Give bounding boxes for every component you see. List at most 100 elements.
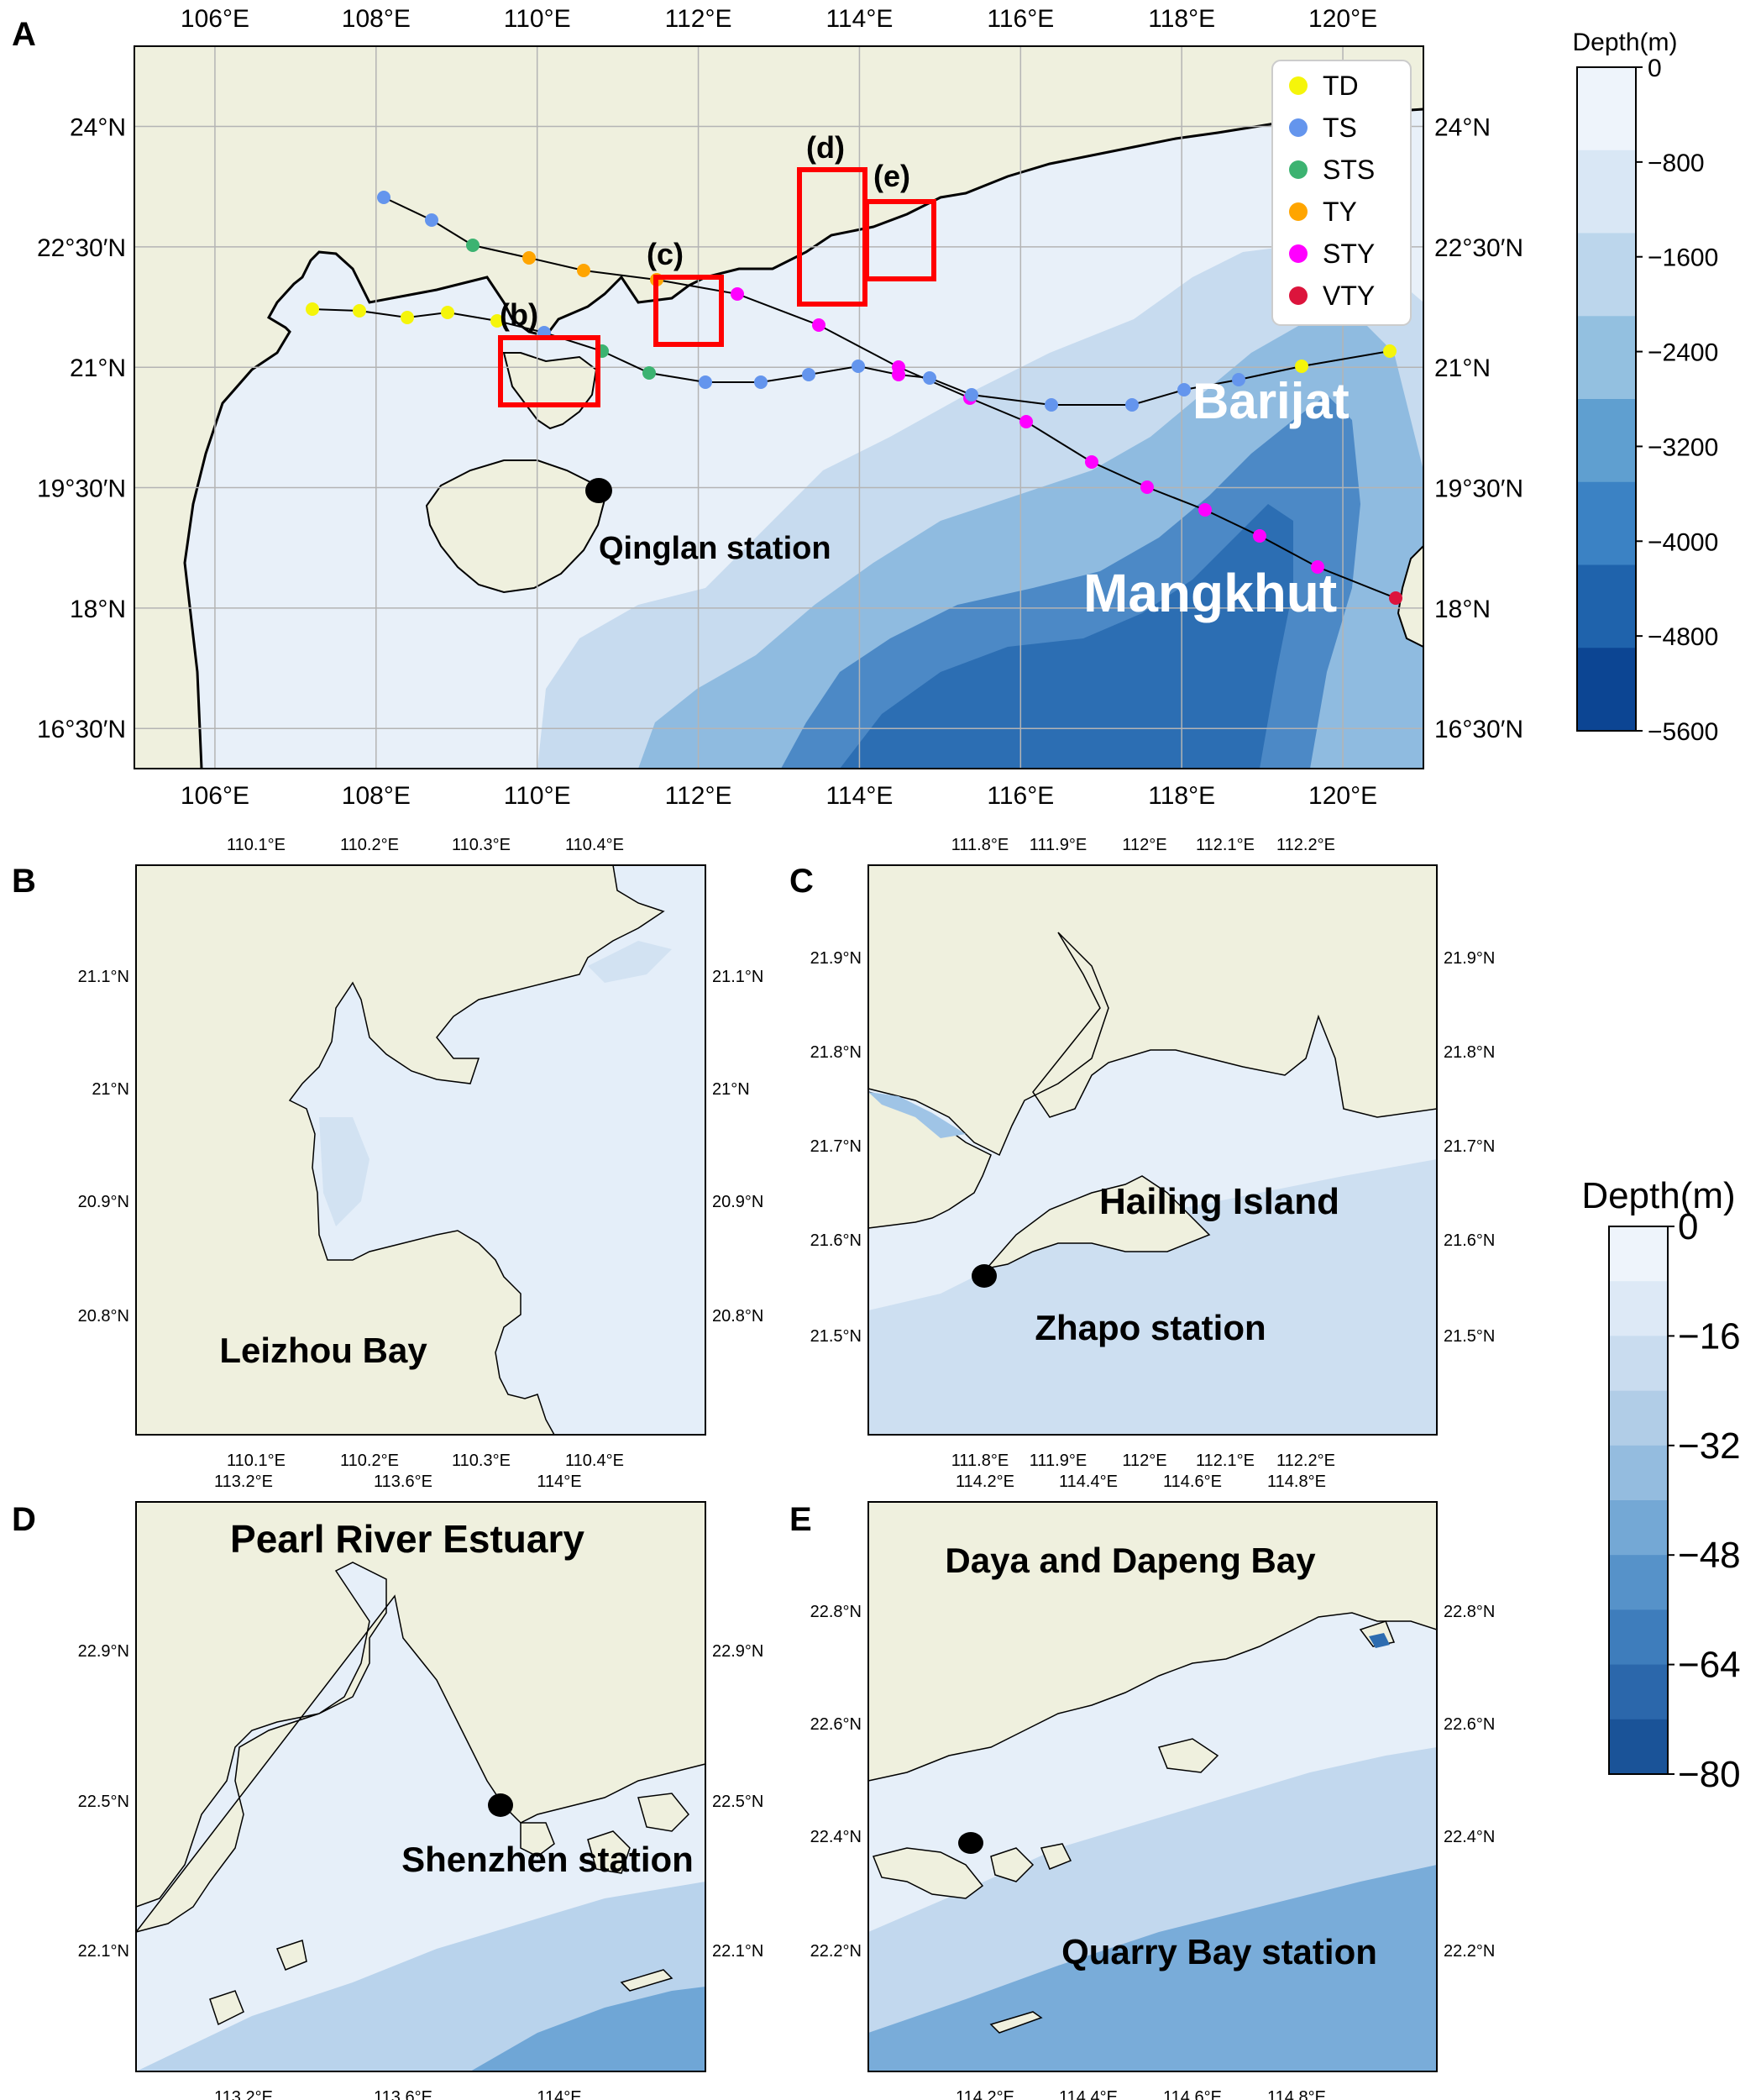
panel-e-islands <box>872 1620 1396 2034</box>
legend-label-sts: STS <box>1323 155 1375 185</box>
lon-tick-top: 110.2°E <box>340 836 399 854</box>
leizhou-bay-label: Leizhou Bay <box>219 1331 427 1370</box>
colorbar-2-tick: 0 <box>1678 1206 1698 1247</box>
zhapo-station-marker <box>972 1264 997 1288</box>
lon-tick-top: 110°E <box>504 5 571 33</box>
lon-tick-top: 106°E <box>181 5 249 33</box>
panel-a-grid <box>134 46 1423 769</box>
colorbar-ocean-depth: Depth(m) 0 −800 −1600 −2400 −3200 −4000 −4800 −… <box>1572 29 1718 746</box>
box-label-c: (c) <box>647 237 684 271</box>
legend-label-td: TD <box>1323 71 1359 101</box>
zhapo-station-label: Zhapo station <box>1035 1308 1266 1347</box>
lat-tick-left: 22°30′N <box>37 234 126 262</box>
shenzhen-station-marker <box>488 1793 513 1817</box>
lat-tick-right: 22.8°N <box>1444 1603 1495 1621</box>
panel-c-map: Hailing Island Zhapo station <box>867 864 1438 1436</box>
quarry-bay-station-marker <box>958 1832 983 1854</box>
colorbar-1-segment <box>1577 67 1636 151</box>
lat-tick-right: 18°N <box>1434 596 1491 623</box>
lat-tick-left: 20.9°N <box>78 1193 129 1211</box>
qinglan-station-label: Qinglan station <box>599 531 831 566</box>
lon-tick-top: 112°E <box>1122 836 1166 854</box>
colorbar-1-tick: −4800 <box>1648 623 1718 651</box>
panel-c-label: C <box>789 863 814 900</box>
lat-tick-right: 24°N <box>1434 114 1491 142</box>
lon-tick-bottom: 108°E <box>342 782 411 810</box>
track-point-barijat <box>802 368 815 381</box>
colorbar-2-title: Depth(m) <box>1581 1175 1735 1216</box>
track-point-barijat <box>699 375 712 389</box>
colorbar-1-segment <box>1577 564 1636 648</box>
lon-tick-bottom: 114.6°E <box>1163 2088 1222 2100</box>
lon-tick-top: 113.6°E <box>374 1473 432 1491</box>
typhoon-legend: TD TS STS TY STY VTY <box>1271 60 1412 326</box>
lat-tick-right: 21.9°N <box>1444 949 1495 968</box>
lon-tick-top: 114°E <box>537 1473 581 1491</box>
hainan-island <box>425 459 606 594</box>
track-point-barijat <box>1177 383 1191 396</box>
colorbar-2-segment <box>1609 1226 1668 1282</box>
legend-label-ts: TS <box>1323 113 1357 143</box>
colorbar-2-segment <box>1609 1445 1668 1501</box>
lon-tick-bottom: 112.2°E <box>1276 1452 1335 1470</box>
lon-tick-top: 112.1°E <box>1196 836 1255 854</box>
lon-tick-bottom: 112°E <box>665 782 732 810</box>
lon-tick-top: 118°E <box>1148 5 1215 33</box>
track-point-barijat <box>1125 398 1139 412</box>
lat-tick-right: 22.1°N <box>712 1942 763 1961</box>
track-point-mangkhut <box>1019 415 1033 428</box>
lon-tick-bottom: 114.8°E <box>1267 2088 1326 2100</box>
colorbar-1-segment <box>1577 399 1636 483</box>
panel-b-ticks: 110.1°E 110.2°E 110.3°E 110.4°E 110.1°E 110.2… <box>78 836 764 1470</box>
lat-tick-left: 20.8°N <box>78 1307 129 1326</box>
lon-tick-bottom: 114.2°E <box>956 2088 1014 2100</box>
track-point-barijat <box>490 314 504 328</box>
box-b <box>498 335 600 407</box>
lon-tick-top: 111.8°E <box>951 836 1009 854</box>
lon-tick-bottom: 113.6°E <box>374 2088 432 2100</box>
box-c <box>653 275 724 347</box>
lon-tick-top: 110.4°E <box>565 836 624 854</box>
colorbar-1-tick: 0 <box>1648 55 1662 82</box>
lat-tick-right: 22.5°N <box>712 1793 763 1811</box>
lon-tick-top: 120°E <box>1308 5 1377 33</box>
box-label-b: (b) <box>500 297 538 332</box>
track-point-barijat <box>353 304 366 318</box>
track-point-barijat <box>306 302 319 316</box>
panel-c-channel <box>868 1092 966 1138</box>
lat-tick-right: 21.6°N <box>1444 1231 1495 1250</box>
track-point-barijat <box>441 306 454 319</box>
lon-tick-top: 108°E <box>342 5 411 33</box>
panel-a-label: A <box>12 16 36 53</box>
colorbar-1-tick: −5600 <box>1648 718 1718 746</box>
track-point-mangkhut <box>1311 560 1324 574</box>
lat-tick-right: 20.9°N <box>712 1193 763 1211</box>
lon-tick-bottom: 112.1°E <box>1196 1452 1255 1470</box>
panel-d-deep <box>470 1987 705 2071</box>
leizhou-bay-water <box>288 864 706 1436</box>
box-e <box>864 199 936 281</box>
lon-tick-bottom: 120°E <box>1308 782 1377 810</box>
track-point-barijat <box>1045 398 1058 412</box>
track-point-mangkhut <box>425 213 438 227</box>
colorbar-1-tick: −1600 <box>1648 244 1718 272</box>
qinglan-station-marker <box>585 478 612 503</box>
panel-a-coastline <box>183 108 1424 769</box>
legend-marker-sty <box>1289 244 1308 263</box>
lat-tick-left: 24°N <box>70 114 126 142</box>
colorbar-1-tick: −3200 <box>1648 433 1718 461</box>
colorbar-2-tick: −32 <box>1678 1425 1740 1467</box>
lat-tick-left: 22.4°N <box>810 1828 862 1846</box>
track-point-mangkhut <box>377 191 390 204</box>
legend-label-sty: STY <box>1323 239 1375 269</box>
lon-tick-bottom: 110.1°E <box>227 1452 286 1470</box>
legend-marker-ts <box>1289 118 1308 137</box>
track-point-barijat <box>1232 373 1245 386</box>
lat-tick-left: 21.8°N <box>810 1043 862 1062</box>
track-point-mangkhut <box>522 251 536 265</box>
lon-tick-bottom: 114°E <box>537 2088 581 2100</box>
lat-tick-right: 16°30′N <box>1434 716 1523 743</box>
panel-c-land-north <box>867 864 1438 1157</box>
lon-tick-bottom: 113.2°E <box>214 2088 273 2100</box>
